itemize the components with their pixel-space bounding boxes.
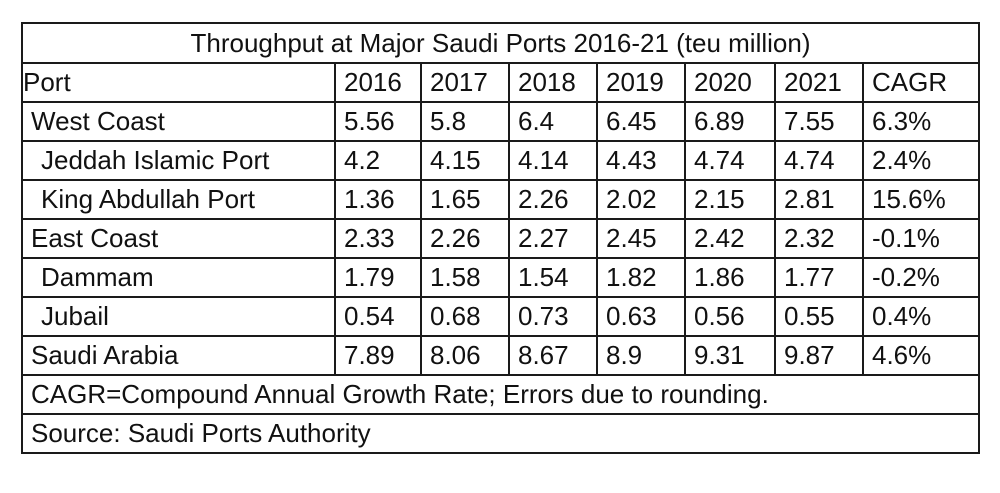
column-header-2016: 2016 [334,62,422,103]
cagr-cell: 4.6% [862,335,980,376]
value-cell: 0.55 [774,296,864,337]
table-row: West Coast 5.56 5.8 6.4 6.45 6.89 7.55 6… [21,101,980,142]
port-name-cell: Dammam [21,257,336,298]
value-cell: 2.42 [684,218,776,259]
value-cell: 4.14 [508,140,598,181]
value-cell: 1.65 [420,179,510,220]
value-cell: 1.82 [596,257,686,298]
value-cell: 4.43 [596,140,686,181]
value-cell: 2.26 [508,179,598,220]
value-cell: 1.58 [420,257,510,298]
value-cell: 2.33 [334,218,422,259]
source-note: Source: Saudi Ports Authority [21,413,980,454]
port-name-cell: Jeddah Islamic Port [21,140,336,181]
value-cell: 0.63 [596,296,686,337]
value-cell: 9.31 [684,335,776,376]
value-cell: 5.8 [420,101,510,142]
value-cell: 1.86 [684,257,776,298]
column-header-2020: 2020 [684,62,776,103]
column-header-2017: 2017 [420,62,510,103]
table-row: Jubail 0.54 0.68 0.73 0.63 0.56 0.55 0.4… [21,296,980,337]
value-cell: 2.81 [774,179,864,220]
note-row: CAGR=Compound Annual Growth Rate; Errors… [21,374,980,415]
value-cell: 1.77 [774,257,864,298]
value-cell: 7.55 [774,101,864,142]
value-cell: 2.45 [596,218,686,259]
port-name-cell: East Coast [21,218,336,259]
table-title: Throughput at Major Saudi Ports 2016-21 … [21,22,980,64]
title-row: Throughput at Major Saudi Ports 2016-21 … [21,22,980,64]
port-name-cell: Jubail [21,296,336,337]
value-cell: 1.36 [334,179,422,220]
value-cell: 0.54 [334,296,422,337]
value-cell: 2.27 [508,218,598,259]
value-cell: 2.26 [420,218,510,259]
table-row: East Coast 2.33 2.26 2.27 2.45 2.42 2.32… [21,218,980,259]
cagr-cell: 6.3% [862,101,980,142]
value-cell: 0.56 [684,296,776,337]
value-cell: 1.79 [334,257,422,298]
value-cell: 1.54 [508,257,598,298]
value-cell: 5.56 [334,101,422,142]
column-header-2021: 2021 [774,62,864,103]
column-header-2018: 2018 [508,62,598,103]
footnote: CAGR=Compound Annual Growth Rate; Errors… [21,374,980,415]
header-row: Port 2016 2017 2018 2019 2020 2021 CAGR [21,62,980,103]
value-cell: 2.02 [596,179,686,220]
port-name-cell: King Abdullah Port [21,179,336,220]
table-row: Saudi Arabia 7.89 8.06 8.67 8.9 9.31 9.8… [21,335,980,376]
value-cell: 8.9 [596,335,686,376]
cagr-cell: 2.4% [862,140,980,181]
value-cell: 6.89 [684,101,776,142]
value-cell: 4.15 [420,140,510,181]
table-row: Dammam 1.79 1.58 1.54 1.82 1.86 1.77 -0.… [21,257,980,298]
column-header-cagr: CAGR [862,62,980,103]
table-row: King Abdullah Port 1.36 1.65 2.26 2.02 2… [21,179,980,220]
value-cell: 8.67 [508,335,598,376]
value-cell: 6.4 [508,101,598,142]
cagr-cell: 15.6% [862,179,980,220]
source-row: Source: Saudi Ports Authority [21,413,980,454]
cagr-cell: -0.1% [862,218,980,259]
port-name-cell: West Coast [21,101,336,142]
value-cell: 4.74 [774,140,864,181]
port-name-cell: Saudi Arabia [21,335,336,376]
value-cell: 4.2 [334,140,422,181]
throughput-table: Throughput at Major Saudi Ports 2016-21 … [21,22,980,454]
value-cell: 2.15 [684,179,776,220]
column-header-port: Port [21,62,336,103]
value-cell: 9.87 [774,335,864,376]
cagr-cell: -0.2% [862,257,980,298]
table-row: Jeddah Islamic Port 4.2 4.15 4.14 4.43 4… [21,140,980,181]
column-header-2019: 2019 [596,62,686,103]
value-cell: 4.74 [684,140,776,181]
throughput-table-sheet: Throughput at Major Saudi Ports 2016-21 … [21,22,980,477]
value-cell: 0.73 [508,296,598,337]
value-cell: 7.89 [334,335,422,376]
value-cell: 2.32 [774,218,864,259]
value-cell: 0.68 [420,296,510,337]
value-cell: 8.06 [420,335,510,376]
cagr-cell: 0.4% [862,296,980,337]
value-cell: 6.45 [596,101,686,142]
